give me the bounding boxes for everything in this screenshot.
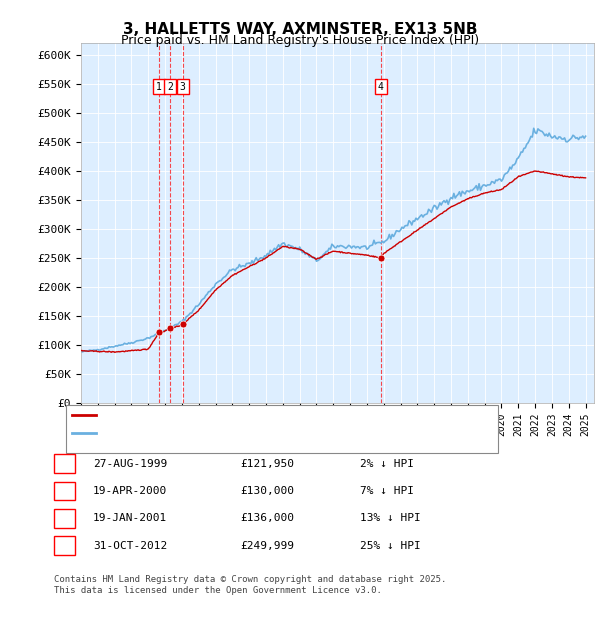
Text: 7% ↓ HPI: 7% ↓ HPI bbox=[360, 486, 414, 496]
Text: 2: 2 bbox=[61, 486, 68, 496]
Text: 4: 4 bbox=[378, 82, 384, 92]
Text: 25% ↓ HPI: 25% ↓ HPI bbox=[360, 541, 421, 551]
Text: 27-AUG-1999: 27-AUG-1999 bbox=[93, 459, 167, 469]
Text: 1: 1 bbox=[156, 82, 162, 92]
Text: 3, HALLETTS WAY, AXMINSTER, EX13 5NB: 3, HALLETTS WAY, AXMINSTER, EX13 5NB bbox=[123, 22, 477, 37]
Text: £121,950: £121,950 bbox=[240, 459, 294, 469]
Text: 19-JAN-2001: 19-JAN-2001 bbox=[93, 513, 167, 523]
Text: 4: 4 bbox=[61, 541, 68, 551]
Text: 1: 1 bbox=[61, 459, 68, 469]
Text: 3, HALLETTS WAY, AXMINSTER, EX13 5NB (detached house): 3, HALLETTS WAY, AXMINSTER, EX13 5NB (de… bbox=[102, 410, 433, 420]
Text: £249,999: £249,999 bbox=[240, 541, 294, 551]
Text: 2: 2 bbox=[167, 82, 173, 92]
Text: 3: 3 bbox=[180, 82, 185, 92]
Text: £136,000: £136,000 bbox=[240, 513, 294, 523]
Text: 3: 3 bbox=[61, 513, 68, 523]
Text: 19-APR-2000: 19-APR-2000 bbox=[93, 486, 167, 496]
Text: 2% ↓ HPI: 2% ↓ HPI bbox=[360, 459, 414, 469]
Text: HPI: Average price, detached house, East Devon: HPI: Average price, detached house, East… bbox=[102, 428, 389, 438]
Text: Contains HM Land Registry data © Crown copyright and database right 2025.
This d: Contains HM Land Registry data © Crown c… bbox=[54, 575, 446, 595]
Text: Price paid vs. HM Land Registry's House Price Index (HPI): Price paid vs. HM Land Registry's House … bbox=[121, 34, 479, 47]
Text: £130,000: £130,000 bbox=[240, 486, 294, 496]
Text: 31-OCT-2012: 31-OCT-2012 bbox=[93, 541, 167, 551]
Text: 13% ↓ HPI: 13% ↓ HPI bbox=[360, 513, 421, 523]
